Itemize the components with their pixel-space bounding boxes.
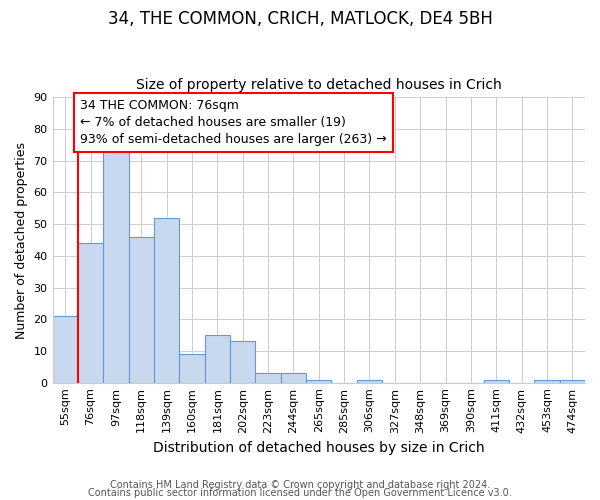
X-axis label: Distribution of detached houses by size in Crich: Distribution of detached houses by size … <box>153 441 485 455</box>
Bar <box>53 316 78 382</box>
Bar <box>128 237 154 382</box>
Bar <box>179 354 205 382</box>
Bar <box>281 373 306 382</box>
Y-axis label: Number of detached properties: Number of detached properties <box>15 142 28 338</box>
Bar <box>357 380 382 382</box>
Bar <box>154 218 179 382</box>
Bar <box>534 380 560 382</box>
Bar <box>484 380 509 382</box>
Bar <box>230 342 256 382</box>
Bar <box>306 380 331 382</box>
Text: Contains public sector information licensed under the Open Government Licence v3: Contains public sector information licen… <box>88 488 512 498</box>
Text: Contains HM Land Registry data © Crown copyright and database right 2024.: Contains HM Land Registry data © Crown c… <box>110 480 490 490</box>
Text: 34, THE COMMON, CRICH, MATLOCK, DE4 5BH: 34, THE COMMON, CRICH, MATLOCK, DE4 5BH <box>107 10 493 28</box>
Bar <box>103 148 128 382</box>
Bar <box>560 380 585 382</box>
Title: Size of property relative to detached houses in Crich: Size of property relative to detached ho… <box>136 78 502 92</box>
Bar <box>78 243 103 382</box>
Bar <box>205 335 230 382</box>
Bar <box>256 373 281 382</box>
Text: 34 THE COMMON: 76sqm
← 7% of detached houses are smaller (19)
93% of semi-detach: 34 THE COMMON: 76sqm ← 7% of detached ho… <box>80 99 387 146</box>
